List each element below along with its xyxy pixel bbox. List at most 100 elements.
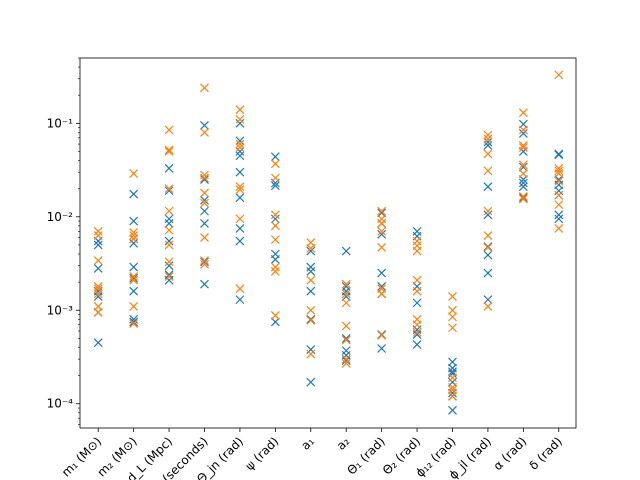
data-point-series-1 bbox=[129, 314, 139, 324]
data-point-series-2 bbox=[448, 391, 457, 401]
data-point-series-1 bbox=[93, 240, 103, 250]
data-point-series-2 bbox=[164, 257, 174, 267]
data-point-series-1 bbox=[93, 338, 103, 348]
y-axis: 10⁻⁴ 10⁻³ 10⁻² 10⁻¹ bbox=[47, 57, 80, 425]
data-point-series-2 bbox=[164, 145, 174, 155]
data-point-series-1 bbox=[129, 238, 139, 248]
data-point-series-2 bbox=[554, 70, 564, 80]
data-point-series-2 bbox=[129, 169, 139, 179]
data-point-series-2 bbox=[235, 214, 245, 224]
data-point-series-2 bbox=[554, 163, 564, 173]
data-point-series-2 bbox=[483, 149, 493, 159]
data-point-series-2 bbox=[164, 240, 174, 250]
data-point-series-2 bbox=[164, 272, 174, 281]
data-point-series-2 bbox=[412, 327, 422, 337]
data-point-series-2 bbox=[341, 335, 351, 345]
data-point-series-2 bbox=[164, 184, 174, 194]
data-point-series-1 bbox=[270, 317, 280, 327]
data-point-series-1 bbox=[448, 363, 457, 373]
data-point-series-2 bbox=[341, 358, 351, 368]
data-point-series-2 bbox=[518, 194, 528, 204]
data-point-series-2 bbox=[129, 234, 139, 244]
y-tick-label: 10⁻⁴ bbox=[47, 397, 74, 411]
data-point-series-2 bbox=[483, 166, 493, 176]
data-point-series-2 bbox=[270, 267, 280, 276]
data-point-series-1 bbox=[164, 261, 174, 271]
data-point-series-1 bbox=[377, 281, 387, 291]
data-point-series-2 bbox=[270, 210, 280, 220]
data-point-series-1 bbox=[306, 246, 316, 256]
data-point-series-2 bbox=[200, 83, 209, 93]
data-point-series-1 bbox=[412, 226, 422, 236]
data-point-series-2 bbox=[554, 190, 564, 200]
data-point-series-1 bbox=[448, 405, 457, 415]
data-point-series-1 bbox=[554, 149, 564, 159]
data-point-series-1 bbox=[270, 152, 280, 162]
data-point-series-2 bbox=[554, 166, 564, 176]
data-point-series-1 bbox=[129, 189, 139, 199]
data-point-series-1 bbox=[341, 333, 351, 343]
data-point-series-2 bbox=[129, 228, 139, 237]
data-point-series-1 bbox=[306, 377, 316, 387]
data-point-series-1 bbox=[341, 246, 351, 256]
data-point-series-1 bbox=[164, 186, 174, 196]
data-point-series-2 bbox=[306, 305, 316, 315]
data-point-series-1 bbox=[483, 137, 493, 147]
data-point-series-2 bbox=[483, 243, 493, 252]
data-point-series-1 bbox=[341, 281, 351, 291]
data-point-series-2 bbox=[518, 141, 528, 150]
data-point-series-1 bbox=[483, 268, 493, 278]
data-point-series-2 bbox=[93, 231, 103, 240]
data-point-series-1 bbox=[518, 178, 528, 188]
data-point-series-2 bbox=[483, 130, 493, 140]
data-point-series-2 bbox=[341, 289, 351, 299]
data-point-series-2 bbox=[377, 214, 387, 224]
data-point-series-2 bbox=[377, 226, 387, 236]
data-point-series-2 bbox=[129, 319, 139, 329]
data-point-series-2 bbox=[93, 226, 103, 236]
data-point-series-1 bbox=[235, 151, 245, 161]
data-point-series-2 bbox=[200, 188, 209, 198]
data-point-series-2 bbox=[341, 354, 351, 364]
data-point-series-1 bbox=[93, 264, 103, 273]
data-point-series-2 bbox=[448, 323, 457, 333]
data-point-series-2 bbox=[270, 311, 280, 320]
data-point-series-1 bbox=[306, 314, 316, 324]
data-point-series-2 bbox=[270, 173, 280, 183]
data-point-series-1 bbox=[164, 214, 174, 224]
y-tick-label: 10⁻¹ bbox=[47, 116, 74, 130]
data-point-series-2 bbox=[554, 224, 564, 233]
data-point-series-2 bbox=[341, 321, 351, 331]
data-point-series-2 bbox=[129, 231, 139, 240]
data-point-series-2 bbox=[306, 238, 316, 247]
data-point-series-2 bbox=[518, 160, 528, 170]
data-point-series-1 bbox=[483, 141, 493, 150]
data-point-series-2 bbox=[200, 259, 209, 269]
data-point-series-2 bbox=[377, 284, 387, 294]
data-point-series-2 bbox=[412, 236, 422, 246]
data-point-series-1 bbox=[129, 216, 139, 226]
data-point-series-1 bbox=[129, 273, 139, 283]
data-point-series-2 bbox=[377, 206, 387, 216]
data-point-series-1 bbox=[235, 118, 245, 128]
data-point-series-2 bbox=[518, 108, 528, 118]
data-point-series-1 bbox=[200, 195, 209, 205]
data-point-series-1 bbox=[518, 128, 528, 138]
data-point-series-1 bbox=[270, 214, 280, 224]
data-point-series-1 bbox=[483, 242, 493, 252]
data-point-series-1 bbox=[483, 250, 493, 260]
data-point-series-2 bbox=[483, 301, 493, 311]
data-point-series-2 bbox=[200, 127, 209, 137]
data-point-series-1 bbox=[518, 182, 528, 192]
data-point-series-2 bbox=[270, 159, 280, 169]
data-point-series-1 bbox=[235, 236, 245, 246]
data-point-series-2 bbox=[518, 125, 528, 135]
data-point-series-2 bbox=[93, 301, 103, 311]
data-point-series-2 bbox=[93, 281, 103, 291]
data-point-series-2 bbox=[200, 256, 209, 266]
data-point-series-2 bbox=[483, 134, 493, 144]
data-point-series-2 bbox=[129, 272, 139, 281]
data-point-series-2 bbox=[164, 206, 174, 216]
data-point-series-2 bbox=[200, 233, 209, 242]
